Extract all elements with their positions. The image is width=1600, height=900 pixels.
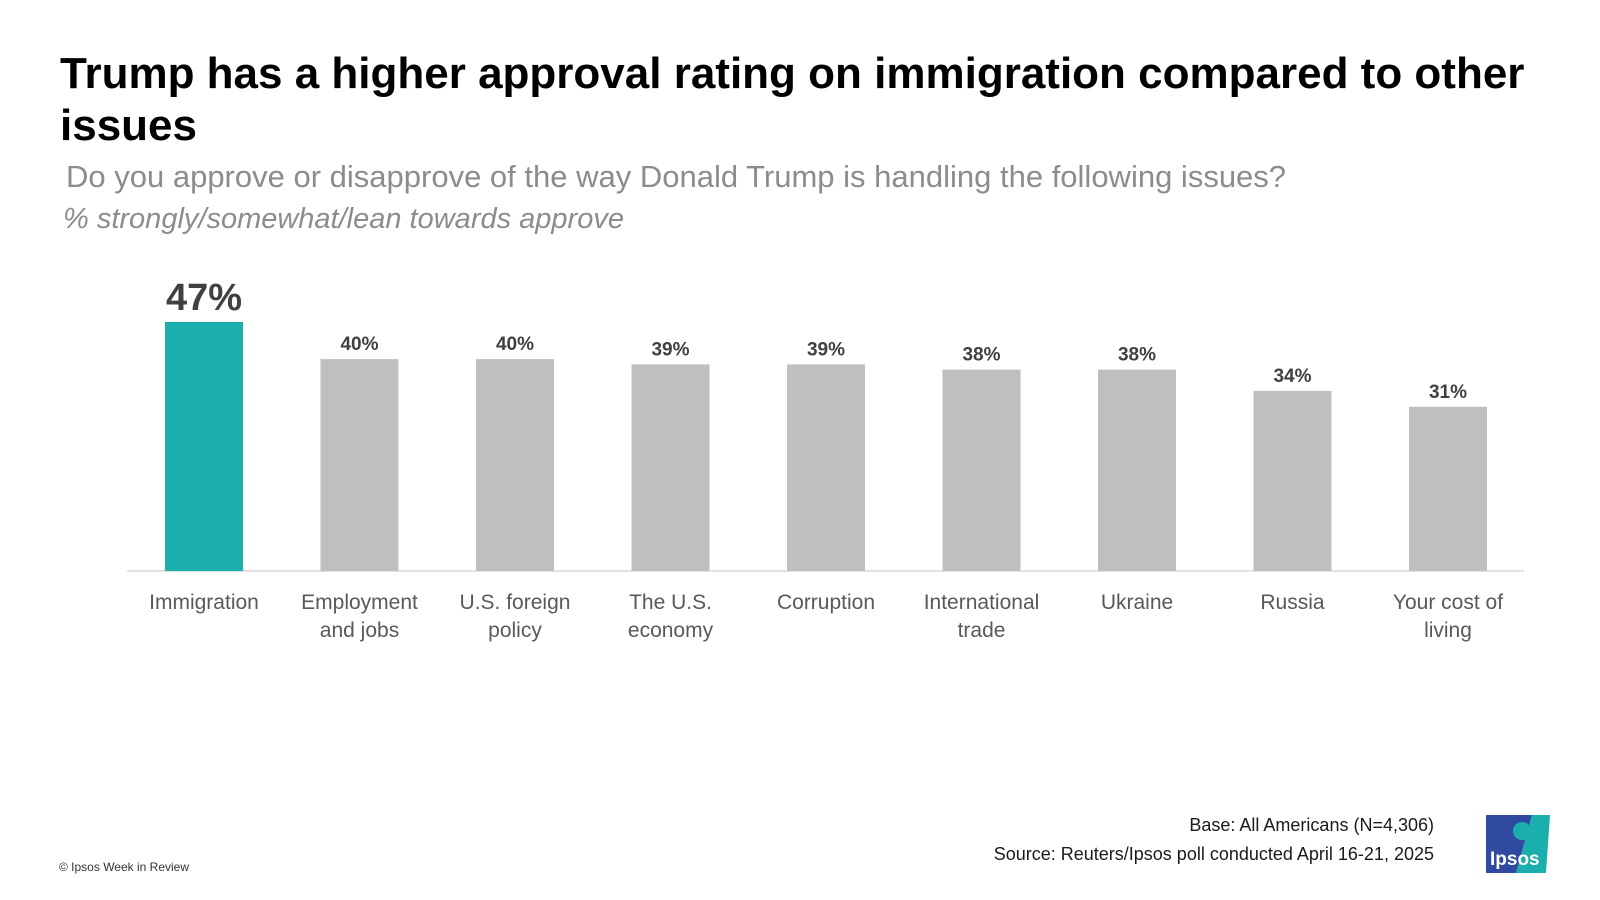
chart-measure-note: % strongly/somewhat/lean towards approve	[63, 203, 624, 235]
data-label: 40%	[340, 334, 378, 355]
data-label: 47%	[166, 277, 242, 319]
data-label: 39%	[807, 339, 845, 360]
category-label: Russia	[1260, 591, 1325, 614]
bar	[631, 364, 710, 571]
base-note: Base: All Americans (N=4,306)	[1189, 815, 1434, 835]
category-label: Corruption	[777, 591, 875, 614]
ipsos-logo: Ipsos	[1486, 815, 1550, 873]
data-label: 31%	[1429, 382, 1467, 403]
category-label-line: trade	[958, 619, 1006, 642]
ipsos-logo-text: Ipsos	[1490, 849, 1540, 870]
source-note: Source: Reuters/Ipsos poll conducted Apr…	[993, 844, 1434, 864]
category-label: Employment and jobs	[301, 591, 418, 642]
data-label: 34%	[1273, 366, 1311, 387]
category-label-line: U.S. foreign	[460, 591, 571, 614]
category-label: Immigration	[149, 591, 259, 614]
bar	[1409, 406, 1487, 571]
category-label-line: living	[1424, 619, 1472, 642]
category-label-line: policy	[488, 619, 542, 642]
category-label-line: Corruption	[777, 591, 875, 614]
category-label-line: Ukraine	[1101, 591, 1173, 614]
bar	[1253, 390, 1332, 571]
category-label-line: The U.S.	[629, 591, 712, 614]
bar	[787, 364, 865, 571]
chart-title: Trump has a higher approval rating on im…	[60, 49, 1525, 150]
bar-chart: 47% Immigration 40% Employment and jobs 40% U.…	[127, 277, 1524, 642]
ipsos-logo-head-shape	[1513, 822, 1531, 840]
data-label: 38%	[962, 345, 1000, 366]
ipsos-logo-teal-shape	[1516, 815, 1550, 873]
bar	[476, 359, 554, 571]
category-label-line: and jobs	[320, 619, 399, 642]
category-label-line: economy	[628, 619, 714, 642]
category-label-line: Immigration	[149, 591, 259, 614]
data-label: 39%	[651, 339, 689, 360]
chart-question: Do you approve or disapprove of the way …	[66, 159, 1287, 194]
category-label: Ukraine	[1101, 591, 1173, 614]
category-label: International trade	[924, 591, 1040, 642]
category-label: Your cost of living	[1393, 591, 1503, 642]
category-label-line: Your cost of	[1393, 591, 1503, 614]
data-label: 38%	[1118, 345, 1156, 366]
category-label: U.S. foreign policy	[460, 591, 571, 642]
category-label-line: Employment	[301, 591, 418, 614]
category-label: The U.S. economy	[628, 591, 714, 642]
category-label-line: Russia	[1260, 591, 1325, 614]
copyright-note: © Ipsos Week in Review	[59, 860, 190, 874]
data-label: 40%	[496, 334, 534, 355]
bar	[165, 322, 243, 571]
bar	[1098, 369, 1176, 571]
category-label-line: International	[924, 591, 1040, 614]
bar	[320, 359, 399, 571]
bar	[942, 369, 1021, 571]
